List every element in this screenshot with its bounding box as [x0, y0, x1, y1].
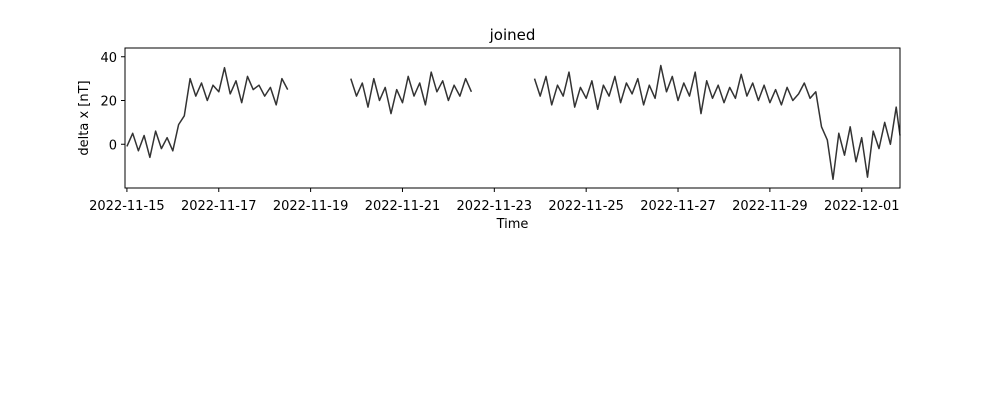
x-tick-label: 2022-12-01	[824, 199, 900, 214]
plot-frame	[124, 47, 901, 189]
x-tick-label: 2022-11-23	[457, 199, 533, 214]
x-axis: 2022-11-15 2022-11-17 2022-11-19 2022-11-21…	[89, 188, 900, 214]
x-tick-label: 2022-11-19	[273, 199, 349, 214]
y-tick-label: 0	[109, 138, 117, 153]
x-tick-label: 2022-11-15	[89, 199, 165, 214]
chart-title: joined	[489, 26, 536, 44]
y-tick-label: 20	[100, 95, 117, 110]
x-tick-label: 2022-11-27	[640, 199, 716, 214]
x-tick-label: 2022-11-25	[548, 199, 624, 214]
x-tick-label: 2022-11-17	[181, 199, 257, 214]
x-tick-label: 2022-11-29	[732, 199, 808, 214]
x-tick-label: 2022-11-21	[365, 199, 441, 214]
plot-area	[126, 64, 901, 181]
series-line-3	[533, 64, 901, 181]
x-axis-label: Time	[496, 217, 529, 232]
y-tick-label: 40	[100, 51, 117, 66]
series-line-1	[126, 66, 289, 159]
series-line-2	[350, 71, 473, 115]
y-axis-label: delta x [nT]	[77, 80, 92, 155]
y-axis: 0 20 40	[100, 51, 125, 153]
